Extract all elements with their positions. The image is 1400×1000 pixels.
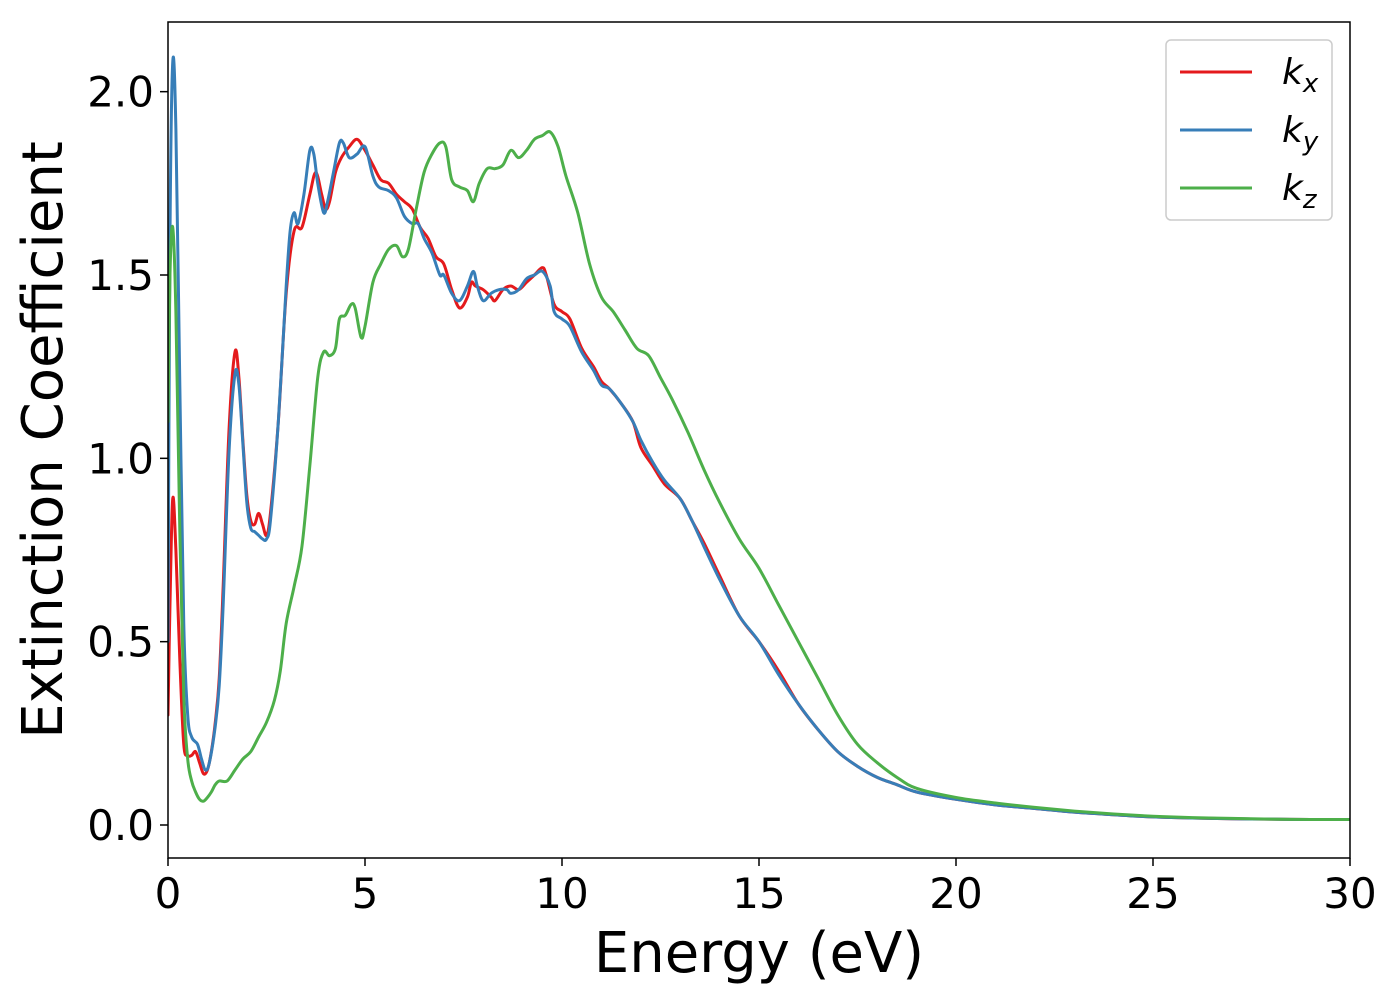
legend-label-kx: kx	[1282, 52, 1319, 99]
y-axis-label: Extinction Coefficient	[11, 141, 76, 739]
y-tick-label: 0.0	[87, 801, 154, 850]
series-line-kx	[168, 137, 1350, 822]
x-tick-label: 10	[535, 869, 588, 918]
x-tick-label: 25	[1126, 869, 1179, 918]
x-tick-label: 30	[1323, 869, 1376, 918]
y-tick-label: 0.5	[87, 618, 154, 667]
x-tick-label: 0	[155, 869, 182, 918]
y-tick-label: 2.0	[87, 68, 154, 117]
x-axis-label: Energy (eV)	[594, 921, 924, 986]
x-tick-label: 5	[352, 869, 379, 918]
series-line-ky	[168, 55, 1350, 822]
x-tick-label: 20	[929, 869, 982, 918]
y-axis: 0.0 0.5 1.0 1.5 2.0	[87, 68, 168, 850]
x-axis: 0 5 10 15 20 25 30	[155, 858, 1377, 918]
y-tick-label: 1.0	[87, 434, 154, 483]
series-line-kz	[168, 130, 1350, 822]
x-tick-label: 15	[732, 869, 785, 918]
y-tick-label: 1.5	[87, 251, 154, 300]
legend-label-ky: ky	[1282, 110, 1319, 157]
series-layer	[168, 55, 1350, 822]
